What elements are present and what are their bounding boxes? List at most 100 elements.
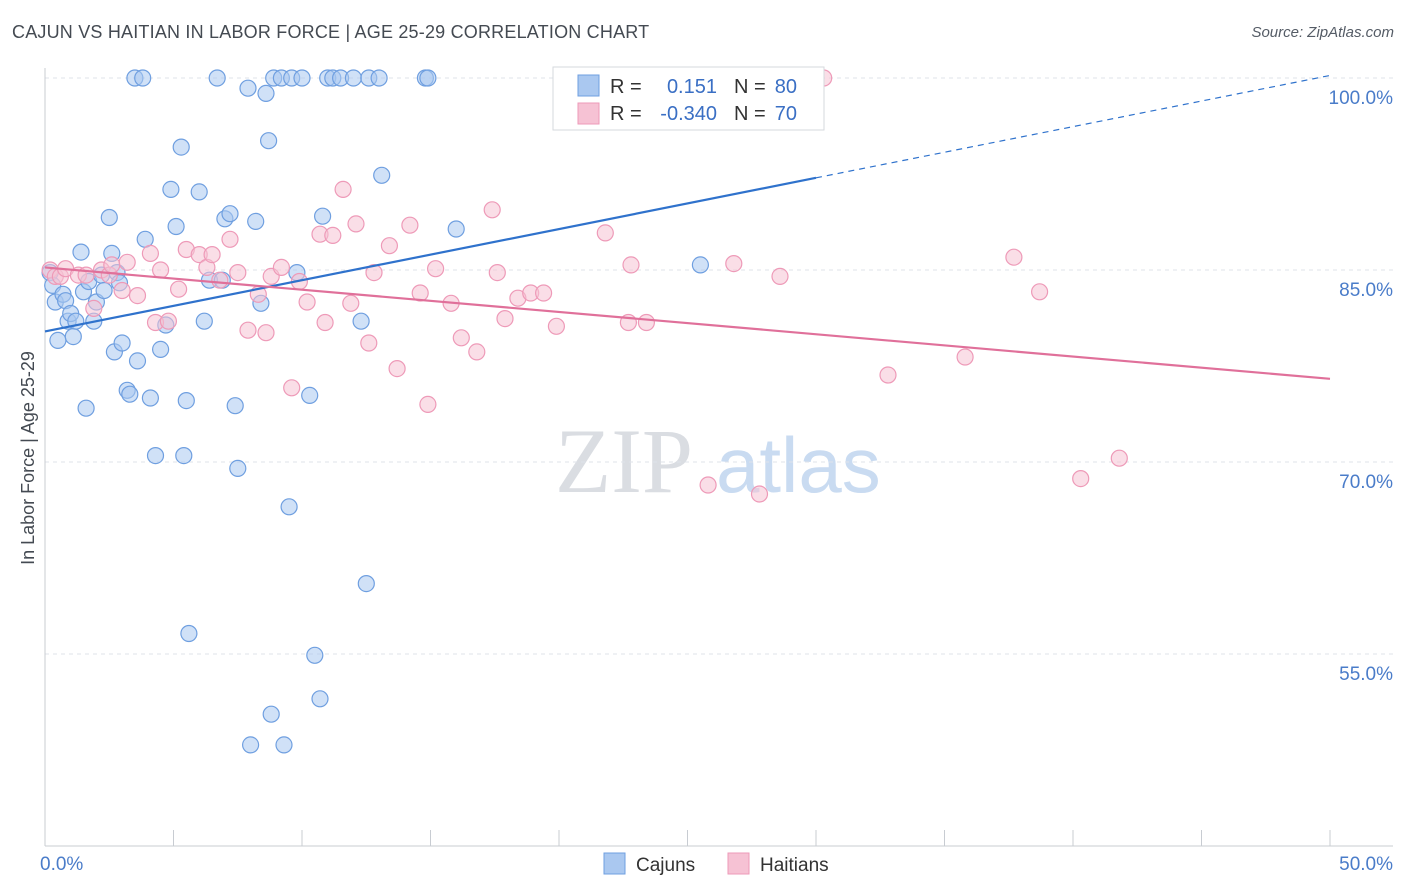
haitian-trend-line	[44, 266, 1331, 380]
haitian-point	[956, 348, 974, 366]
haitian-point	[159, 312, 177, 330]
haitian-point	[203, 246, 221, 264]
haitian-point	[547, 317, 566, 335]
bottom-legend-swatch-haitians	[727, 852, 750, 875]
cajun-point	[247, 212, 265, 230]
series-legend: Cajuns Haitians	[603, 852, 829, 876]
cajun-point	[306, 646, 324, 664]
haitian-point	[257, 324, 275, 342]
haitian-point	[170, 280, 188, 298]
cajun-point	[314, 207, 332, 225]
cajun-point	[141, 389, 159, 407]
legend-n-label-haitians: N =	[734, 103, 766, 125]
haitian-point	[388, 360, 406, 378]
bottom-legend-swatch-cajuns	[603, 852, 626, 875]
cajun-point	[146, 447, 165, 465]
haitian-point	[468, 343, 486, 361]
cajun-point	[221, 205, 239, 223]
haitian-point	[103, 256, 121, 274]
cajun-point	[121, 385, 139, 403]
haitian-point	[229, 264, 247, 282]
haitian-point	[365, 264, 383, 282]
haitian-point	[750, 485, 769, 503]
haitian-point	[211, 271, 229, 289]
legend-r-label-haitians: R =	[610, 103, 642, 125]
haitian-point	[1110, 449, 1128, 467]
cajun-point	[447, 220, 465, 238]
haitian-point	[1030, 283, 1049, 301]
cajun-point	[152, 340, 170, 358]
axes: 100.0% 85.0% 70.0% 55.0% 0.0% 50.0%	[40, 68, 1393, 875]
cajun-point	[280, 498, 298, 516]
legend-r-label-cajuns: R =	[610, 76, 642, 98]
haitian-point	[1005, 248, 1023, 266]
haitian-point	[152, 261, 170, 279]
y-tick-label: 100.0%	[1329, 88, 1394, 109]
cajun-point	[195, 312, 213, 330]
haitian-point	[534, 284, 553, 302]
cajun-point	[172, 138, 190, 156]
haitian-point	[496, 310, 514, 328]
chart-title: CAJUN VS HAITIAN IN LABOR FORCE | AGE 25…	[12, 22, 650, 42]
cajun-point	[262, 705, 280, 723]
cajun-point	[370, 69, 388, 87]
cajun-point	[95, 281, 113, 300]
cajun-point	[301, 386, 319, 404]
cajun-point	[175, 447, 193, 465]
bottom-legend-label-cajuns: Cajuns	[636, 855, 695, 876]
cajun-point	[72, 243, 90, 261]
haitian-point	[141, 244, 159, 262]
cajun-point	[226, 397, 244, 415]
cajun-point	[242, 736, 260, 754]
cajun-point	[239, 79, 257, 97]
cajun-point	[113, 334, 131, 352]
stats-legend: R = 0.151 N = 80 R = -0.340 N = 70	[552, 66, 825, 131]
source-label: Source: ZipAtlas.com	[1251, 24, 1394, 41]
y-tick-label: 55.0%	[1339, 664, 1393, 685]
haitian-point	[1072, 470, 1090, 488]
cajun-point	[373, 166, 391, 184]
cajun-point	[167, 217, 185, 236]
series-cajuns	[41, 69, 710, 754]
haitian-point	[347, 215, 365, 233]
trend-lines	[44, 74, 1331, 380]
haitian-point	[488, 264, 506, 282]
haitian-point	[622, 256, 640, 274]
cajun-point	[344, 69, 362, 87]
cajun-point	[49, 331, 67, 349]
x-tick-label: 0.0%	[40, 854, 83, 875]
haitian-point	[298, 293, 316, 311]
haitian-point	[419, 395, 437, 413]
cajun-trend-line	[44, 176, 817, 333]
cajun-trend-line-extension	[815, 74, 1331, 179]
cajun-point	[64, 328, 82, 346]
x-tick-label: 50.0%	[1339, 854, 1393, 875]
haitian-point	[342, 294, 360, 312]
haitian-point	[725, 255, 743, 273]
cajun-point	[100, 208, 118, 227]
haitian-point	[272, 258, 290, 276]
haitian-point	[483, 201, 501, 219]
haitian-point	[380, 237, 398, 255]
cajun-point	[691, 256, 710, 274]
y-tick-label: 85.0%	[1339, 280, 1393, 301]
legend-swatch-haitians	[577, 102, 600, 125]
cajun-point	[352, 312, 370, 330]
haitian-point	[637, 313, 656, 332]
cajun-point	[162, 180, 180, 198]
legend-swatch-cajuns	[577, 74, 600, 97]
cajun-point	[275, 736, 293, 754]
legend-n-value-cajuns: 80	[775, 76, 797, 98]
haitian-point	[316, 313, 334, 332]
cajun-point	[357, 574, 375, 593]
y-axis-label: In Labor Force | Age 25-29	[18, 351, 38, 565]
haitian-point	[401, 216, 419, 234]
legend-r-value-haitians: -0.340	[660, 103, 717, 125]
cajun-point	[311, 690, 329, 708]
haitian-point	[118, 253, 136, 271]
haitian-point	[128, 287, 147, 305]
watermark-atlas: atlas	[716, 421, 881, 509]
cajun-point	[293, 69, 311, 87]
haitian-point	[334, 180, 352, 198]
